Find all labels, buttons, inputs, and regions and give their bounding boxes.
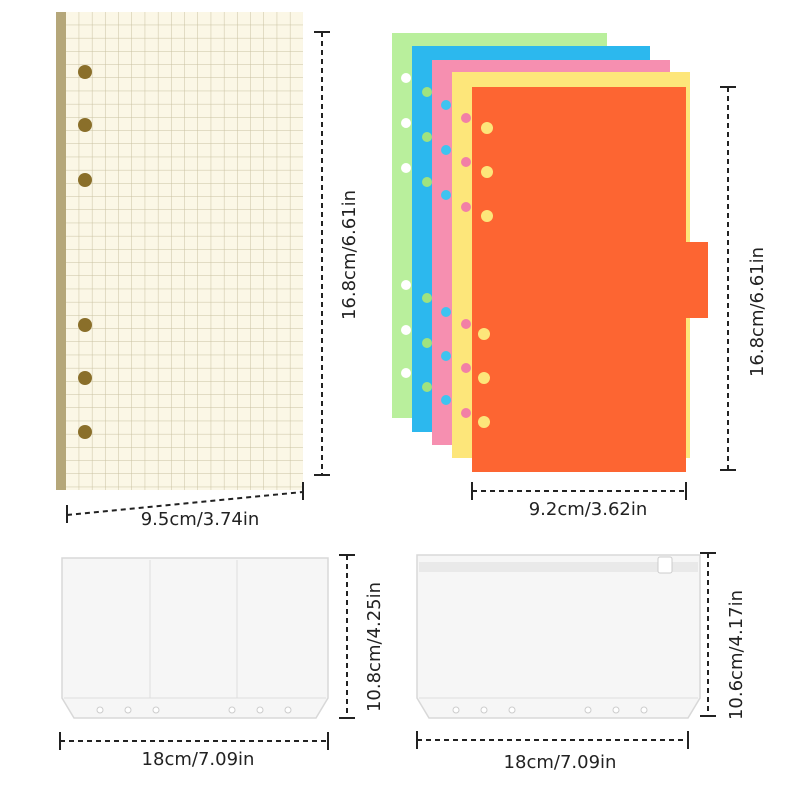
height-label: 10.6cm/4.17in: [726, 590, 747, 720]
dividers: [392, 33, 708, 472]
width-label: 9.2cm/3.62in: [529, 499, 648, 520]
height-label: 16.8cm/6.61in: [339, 190, 360, 320]
dimension-lines: [471, 86, 736, 500]
grid-paper: [56, 12, 303, 490]
dimension-lines: [59, 554, 355, 750]
pocket: [61, 557, 329, 719]
zip-pocket: [416, 554, 701, 719]
dimension-lines: [416, 552, 716, 749]
height-label: 10.8cm/4.25in: [364, 582, 385, 712]
width-label: 18cm/7.09in: [142, 749, 255, 770]
height-label: 16.8cm/6.61in: [747, 247, 768, 377]
width-label: 9.5cm/3.74in: [141, 509, 260, 530]
width-label: 18cm/7.09in: [504, 752, 617, 773]
dimension-lines: [66, 31, 330, 523]
